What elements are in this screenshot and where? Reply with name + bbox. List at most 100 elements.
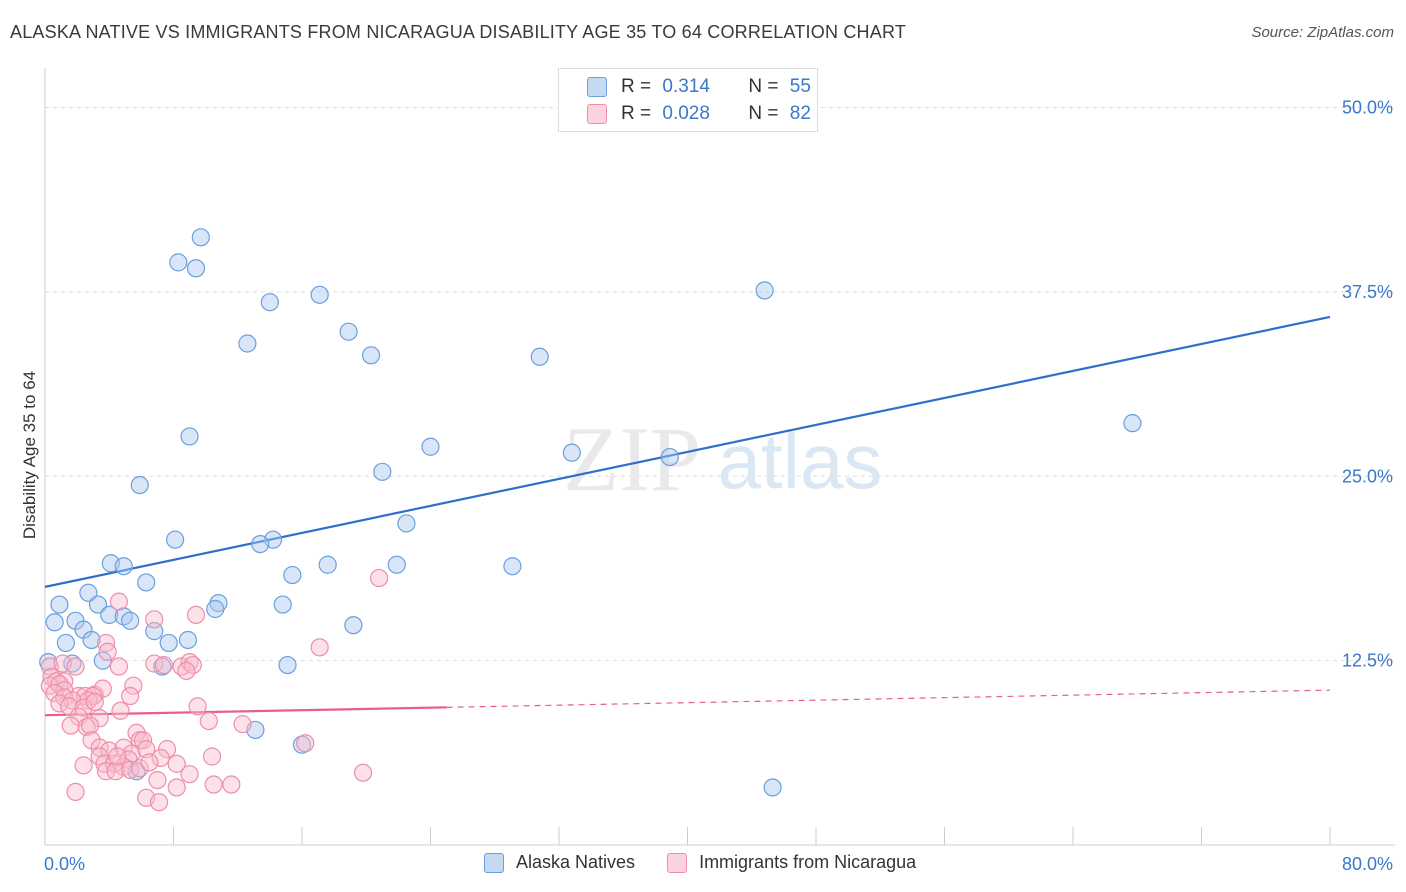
- tick-labels: 12.5% 25.0% 37.5% 50.0% 0.0% 80.0%: [44, 98, 1393, 875]
- nicaragua-point: [45, 683, 64, 703]
- legend-n-label: N =: [748, 76, 779, 97]
- nicaragua-point: [180, 765, 199, 784]
- alaska-native-point: [421, 437, 440, 456]
- nicaragua-point: [233, 714, 252, 734]
- alaska-native-point: [100, 605, 119, 625]
- alaska-native-point: [373, 462, 392, 481]
- alaska-native-point: [397, 514, 416, 533]
- nicaragua-point: [177, 661, 196, 681]
- y-tick-label: 12.5%: [1342, 651, 1393, 671]
- series-label-nicaragua: Immigrants from Nicaragua: [699, 852, 917, 872]
- alaska-native-trendline: [44, 315, 1331, 588]
- source-label: Source: ZipAtlas.com: [1251, 24, 1394, 41]
- alaska-native-point: [344, 616, 363, 635]
- nicaragua-point: [98, 642, 117, 661]
- alaska-native-point: [178, 630, 198, 650]
- series-legend-alaska: Alaska Natives: [484, 852, 635, 873]
- alaska-native-point: [260, 293, 279, 312]
- nicaragua-point: [74, 756, 93, 775]
- alaska-native-point: [763, 778, 782, 797]
- alaska-native-point: [56, 633, 75, 653]
- nicaragua-point: [202, 747, 222, 766]
- nicaragua-point: [108, 747, 127, 766]
- series-label-alaska: Alaska Natives: [516, 852, 636, 872]
- nicaragua-point: [149, 793, 169, 812]
- alaska-native-point: [755, 281, 774, 300]
- alaska-native-point: [93, 651, 112, 670]
- alaska-native-point: [159, 633, 178, 653]
- alaska-native-point: [137, 573, 156, 592]
- alaska-native-point: [530, 347, 549, 366]
- nicaragua-point: [199, 711, 218, 731]
- nicaragua-point: [154, 655, 173, 675]
- legend-r-value: 0.028: [662, 103, 710, 124]
- nicaragua-point: [370, 568, 389, 588]
- legend-swatch-alaska: [587, 77, 607, 97]
- alaska-native-point: [361, 346, 381, 365]
- series-legend: Alaska Natives Immigrants from Nicaragua: [484, 852, 948, 873]
- nicaragua-point: [167, 754, 186, 773]
- alaska-native-point: [79, 583, 98, 602]
- nicaragua-point: [151, 748, 170, 768]
- y-tick-label: 25.0%: [1342, 466, 1393, 486]
- legend-n-label: N =: [748, 103, 779, 124]
- nicaragua-point: [124, 676, 143, 695]
- alaska-native-point: [50, 595, 69, 614]
- nicaragua-point: [296, 734, 315, 753]
- nicaragua-point: [66, 657, 85, 676]
- alaska-native-point: [318, 555, 337, 574]
- alaska-native-point: [562, 443, 581, 462]
- alaska-native-point: [660, 447, 679, 467]
- y-tick-label: 50.0%: [1342, 98, 1393, 118]
- alaska-native-point: [283, 565, 302, 585]
- alaska-native-point: [278, 655, 297, 675]
- alaska-native-point: [310, 285, 329, 304]
- nicaragua-point: [106, 762, 125, 781]
- nicaragua-point: [145, 654, 164, 673]
- alaska-native-point: [186, 259, 206, 278]
- nicaragua-point: [61, 716, 80, 735]
- nicaragua-point: [80, 716, 100, 735]
- legend-row-nicaragua: R = 0.028 N = 82: [559, 102, 811, 126]
- legend-n-value: 55: [789, 76, 811, 97]
- alaska-native-point: [169, 253, 188, 272]
- x-tick-label: 0.0%: [44, 854, 85, 874]
- series-legend-nicaragua: Immigrants from Nicaragua: [667, 852, 916, 873]
- legend-r-label: R =: [621, 76, 652, 97]
- nicaragua-point: [186, 605, 206, 625]
- nicaragua-point: [109, 657, 128, 676]
- watermark-zip: ZIP: [563, 408, 701, 510]
- nicaragua-point: [85, 692, 104, 712]
- alaska-native-point: [45, 613, 64, 632]
- nicaragua-trendline: [44, 706, 447, 717]
- nicaragua-point: [121, 686, 140, 706]
- nicaragua-point: [167, 778, 186, 797]
- legend-n-value: 82: [789, 103, 811, 124]
- correlation-legend: R = 0.314 N = 55 R = 0.028 N = 82: [558, 68, 818, 132]
- alaska-native-point: [114, 557, 133, 576]
- legend-swatch-nicaragua: [587, 104, 607, 124]
- nicaragua-point: [66, 782, 85, 802]
- nicaragua-point: [93, 679, 112, 698]
- series-swatch-nicaragua: [667, 852, 688, 873]
- trend-lines: [44, 315, 1331, 717]
- nicaragua-point: [130, 759, 149, 778]
- legend-r-value: 0.314: [662, 76, 710, 97]
- alaska-native-point: [82, 630, 101, 650]
- alaska-native-point: [63, 654, 82, 673]
- nicaragua-point: [204, 775, 223, 794]
- alaska-native-point: [387, 555, 406, 574]
- legend-r-label: R =: [621, 103, 652, 124]
- nicaragua-point: [310, 638, 329, 657]
- nicaragua-point: [96, 762, 116, 781]
- alaska-native-point: [88, 595, 108, 614]
- nicaragua-point: [148, 770, 167, 790]
- legend-row-alaska: R = 0.314 N = 55: [559, 75, 811, 99]
- nicaragua-point: [111, 701, 130, 720]
- nicaragua-point: [140, 753, 159, 772]
- nicaragua-point: [109, 592, 128, 611]
- alaska-native-point: [166, 530, 185, 549]
- x-tick-label: 80.0%: [1342, 854, 1393, 874]
- alaska-native-point: [130, 476, 149, 495]
